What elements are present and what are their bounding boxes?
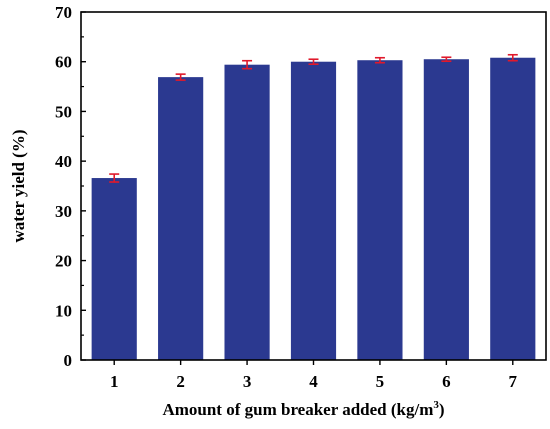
x-axis-title-main: Amount of gum breaker added (kg/m: [162, 400, 433, 419]
y-tick-label-60: 60: [55, 53, 72, 72]
bar-5: [357, 60, 403, 360]
y-tick-label-50: 50: [55, 102, 72, 121]
error-bar-5: [374, 56, 385, 64]
x-tick-label-7: 7: [509, 372, 518, 391]
y-tick-label-0: 0: [64, 351, 73, 370]
y-tick-label-30: 30: [55, 202, 72, 221]
y-tick-label-10: 10: [55, 301, 72, 320]
x-axis-ticks: 1 2 3 4 5 6 7: [110, 360, 518, 391]
bar-3: [224, 64, 270, 360]
x-axis-title-superscript: 3: [433, 399, 439, 411]
error-bar-4: [308, 58, 319, 65]
bar-2: [158, 77, 204, 360]
error-bar-6: [441, 56, 452, 63]
bars-layer: [91, 57, 536, 360]
y-axis-ticks: 0 10 20 30 40 50 60 70: [55, 3, 86, 370]
x-tick-label-1: 1: [110, 372, 119, 391]
error-bars-layer: [109, 53, 518, 183]
error-bar-2: [175, 73, 186, 81]
error-bar-7: [507, 53, 518, 62]
bar-6: [423, 59, 469, 360]
y-tick-label-70: 70: [55, 3, 72, 22]
y-tick-label-40: 40: [55, 152, 72, 171]
x-tick-label-5: 5: [376, 372, 385, 391]
x-tick-label-3: 3: [243, 372, 252, 391]
bar-4: [290, 61, 337, 360]
y-tick-label-20: 20: [55, 252, 72, 271]
bar-1: [91, 178, 137, 360]
error-bar-3: [242, 59, 253, 70]
bar-7: [490, 57, 536, 360]
x-tick-label-6: 6: [442, 372, 451, 391]
x-tick-label-4: 4: [309, 372, 318, 391]
x-axis-title: Amount of gum breaker added (kg/m3): [162, 399, 444, 419]
error-bar-1: [109, 173, 120, 183]
x-axis-title-suffix: ): [439, 400, 445, 419]
x-tick-label-2: 2: [176, 372, 185, 391]
y-axis-title: water yield (%): [9, 130, 28, 243]
